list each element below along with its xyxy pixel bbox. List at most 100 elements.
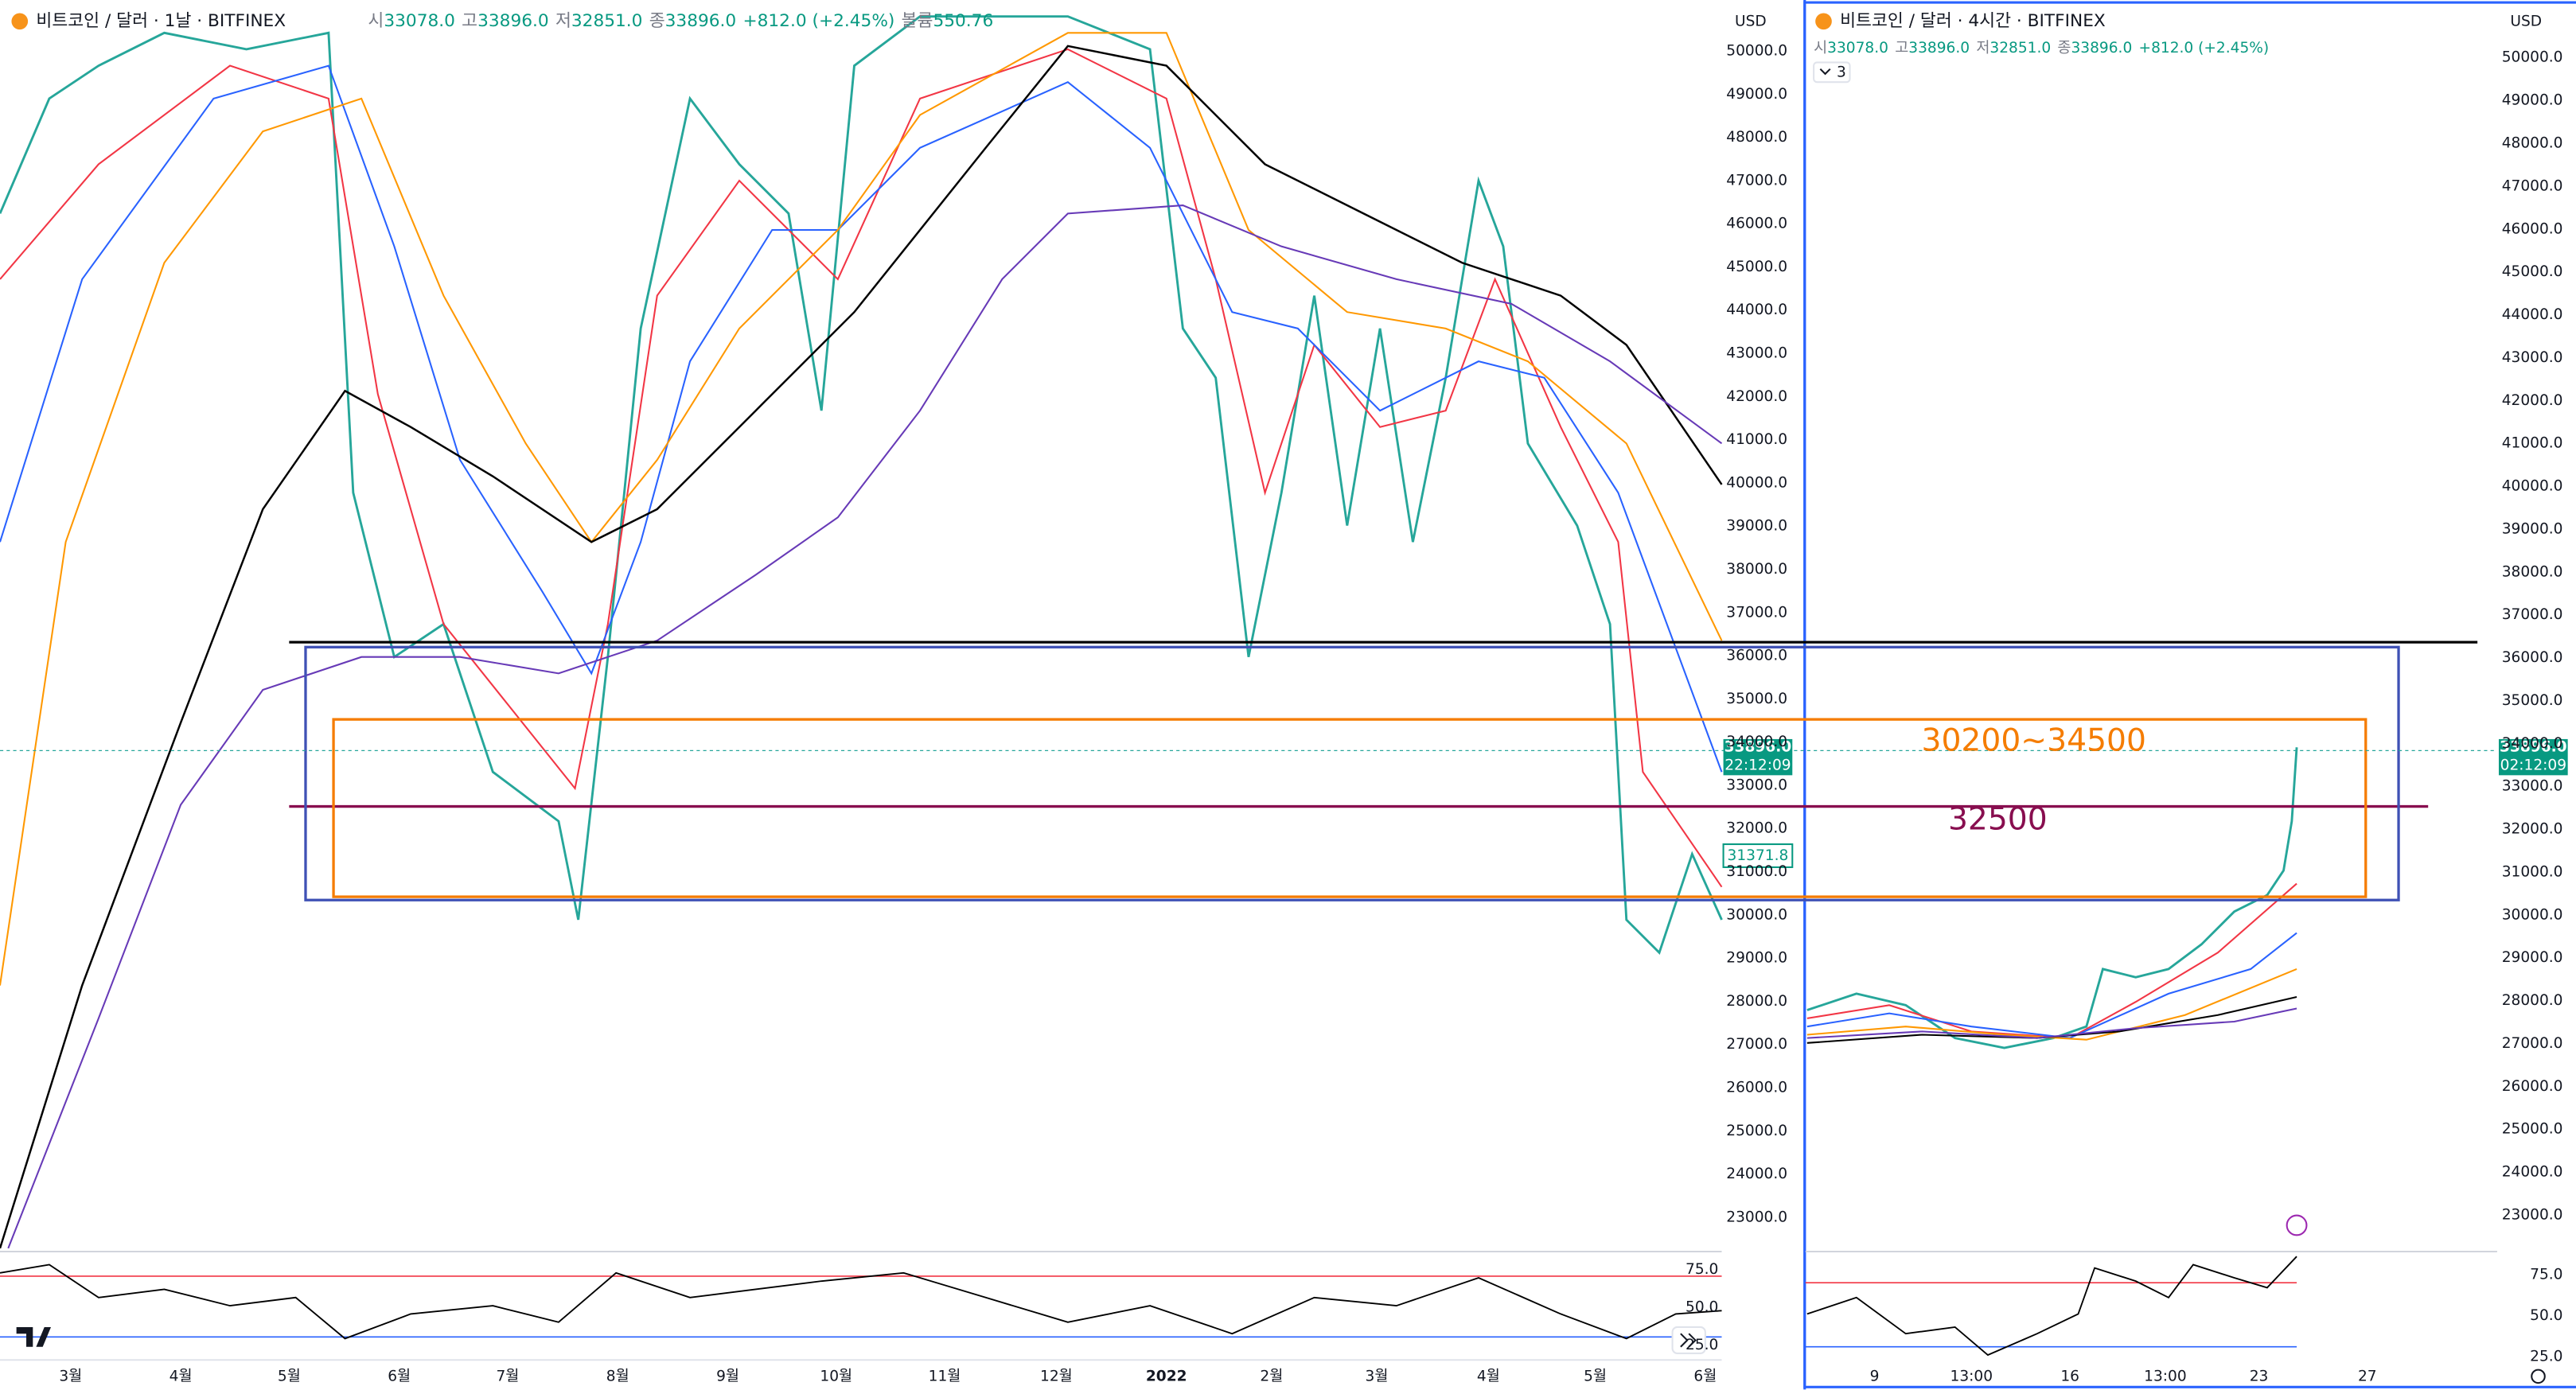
price-label: 35000.0 — [2502, 692, 2563, 709]
time-label: 16 — [2060, 1368, 2079, 1384]
ma-price-tag — [1722, 843, 1794, 868]
price-label: 25.0 — [1686, 1337, 1718, 1353]
time-label: 4월 — [1477, 1368, 1500, 1384]
ohlc-value: 33896.0 — [1908, 39, 1970, 56]
price-label: 50000.0 — [1726, 42, 1787, 59]
price-path — [0, 15, 1723, 955]
ohlc-value: 33078.0 — [384, 11, 455, 31]
price-label: 50.0 — [1686, 1299, 1718, 1316]
ohlc-label: 저 — [1976, 39, 1989, 56]
ohlc-label: 저 — [555, 11, 571, 31]
time-label: 6월 — [1693, 1368, 1717, 1384]
range-label: 30200~34500 — [1922, 723, 2146, 759]
time-label: 5월 — [278, 1368, 301, 1384]
time-label: 5월 — [1584, 1368, 1607, 1384]
price-label: 75.0 — [1686, 1261, 1718, 1278]
settings-icon[interactable] — [2531, 1369, 2546, 1384]
price-label: 45000.0 — [2502, 263, 2563, 280]
price-label: 37000.0 — [1726, 604, 1787, 621]
chevron — [1819, 68, 1831, 76]
time-label: 23 — [2250, 1368, 2269, 1384]
price-label: 41000.0 — [1726, 431, 1787, 448]
rsi-line — [1806, 1256, 2297, 1357]
price-label: 30000.0 — [1726, 906, 1787, 923]
indicator-count: 3 — [1837, 64, 1846, 80]
ohlc-value: +812.0 (+2.45%) — [742, 11, 894, 31]
price-label: 27000.0 — [1726, 1036, 1787, 1053]
price-label: 30000.0 — [2502, 906, 2563, 923]
alert-icon[interactable] — [2286, 1214, 2308, 1236]
price-label: 28000.0 — [1726, 993, 1787, 1010]
time-label: 2월 — [1260, 1368, 1283, 1384]
ohlc-label: 고 — [1895, 39, 1908, 56]
ema-slow — [0, 32, 1723, 986]
price-label: 43000.0 — [2502, 349, 2563, 366]
last-price: 33896.0 — [2500, 739, 2567, 756]
price-label: 44000.0 — [1726, 302, 1787, 318]
countdown: 02:12:09 — [2500, 757, 2566, 773]
time-label: 7월 — [496, 1368, 519, 1384]
price-label: 36000.0 — [1726, 648, 1787, 664]
time-label: 4월 — [170, 1368, 193, 1384]
price-label: 25000.0 — [2502, 1121, 2563, 1138]
price-label: 40000.0 — [1726, 474, 1787, 491]
price-path — [1806, 747, 2298, 1049]
price-label: 40000.0 — [2502, 478, 2563, 495]
ohlc-value: 33896.0 — [665, 11, 737, 31]
ohlc-label: 고 — [462, 11, 477, 31]
price-label: 26000.0 — [2502, 1078, 2563, 1095]
price-label: 38000.0 — [2502, 563, 2563, 580]
time-label: 13:00 — [2144, 1368, 2187, 1384]
panel-selection — [1803, 1, 2576, 1388]
ohlc-value: 33078.0 — [1827, 39, 1888, 56]
last-price-tag — [1723, 738, 1793, 776]
price-label: 29000.0 — [1726, 950, 1787, 967]
price-label: 44000.0 — [2502, 306, 2563, 323]
price-label: 48000.0 — [2502, 135, 2563, 152]
price-label: 31000.0 — [2502, 863, 2563, 880]
ohlc-label: 볼륨 — [902, 11, 933, 31]
coin-icon — [11, 13, 29, 30]
price-label: 35000.0 — [1726, 691, 1787, 707]
ohlc-value: +812.0 (+2.45%) — [2139, 39, 2270, 56]
price-label: 42000.0 — [2502, 392, 2563, 409]
price-label: 38000.0 — [1726, 561, 1787, 578]
time-label: 2022 — [1146, 1368, 1187, 1384]
currency[interactable]: USD — [1735, 13, 1767, 29]
symbol-title: 비트코인 / 달러 · 1날 · BITFINEX — [36, 11, 286, 31]
price-label: 32000.0 — [1726, 820, 1787, 837]
time-label: 27 — [2358, 1368, 2377, 1384]
last-price: 33896.0 — [1724, 739, 1792, 756]
symbol-title: 비트코인 / 달러 · 4시간 · BITFINEX — [1840, 11, 2106, 31]
time-label: 10월 — [820, 1368, 852, 1384]
range-box — [332, 718, 2368, 898]
ema-long — [0, 45, 1723, 1249]
price-label: 50.0 — [2530, 1307, 2562, 1324]
ohlc-label: 시 — [1814, 39, 1827, 56]
ohlc-label: 시 — [368, 11, 384, 31]
price-label: 47000.0 — [2502, 177, 2563, 194]
price-label: 26000.0 — [1726, 1079, 1787, 1096]
currency[interactable]: USD — [2510, 13, 2542, 29]
price-label: 39000.0 — [2502, 520, 2563, 537]
time-label: 9 — [1870, 1368, 1880, 1384]
price-label: 25000.0 — [1726, 1123, 1787, 1139]
ohlc-value: 33896.0 — [477, 11, 549, 31]
price-label: 75.0 — [2530, 1266, 2562, 1283]
price-label: 23000.0 — [2502, 1206, 2563, 1223]
price-label: 42000.0 — [1726, 388, 1787, 405]
time-label: 3월 — [59, 1368, 82, 1384]
ema-longest — [7, 204, 1723, 1249]
indicator-toggle[interactable] — [1813, 61, 1851, 84]
ohlc-label: 종 — [2057, 39, 2071, 56]
scroll-icon — [1680, 1333, 1697, 1348]
price-label: 23000.0 — [1726, 1209, 1787, 1225]
price-label: 49000.0 — [2502, 92, 2563, 109]
price-label: 36000.0 — [2502, 649, 2563, 666]
rsi-line — [0, 1263, 1722, 1340]
price-label: 43000.0 — [1726, 345, 1787, 362]
ohlc-value: 550.76 — [933, 11, 993, 31]
countdown: 22:12:09 — [1724, 757, 1791, 773]
